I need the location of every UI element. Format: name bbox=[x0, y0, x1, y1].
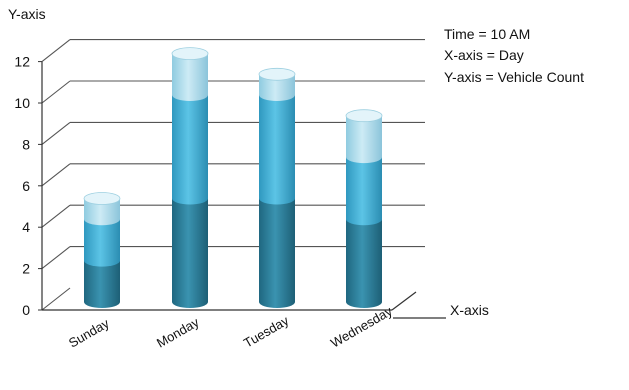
bars bbox=[83, 47, 383, 308]
bar-segment bbox=[84, 260, 120, 308]
bar-top-cap bbox=[345, 109, 383, 123]
bar-sunday bbox=[83, 192, 121, 308]
annotation-y-axis: Y-axis = Vehicle Count bbox=[444, 69, 584, 85]
gridline bbox=[41, 287, 71, 311]
gridline bbox=[41, 80, 425, 104]
gridlines bbox=[41, 39, 425, 311]
bar-segment bbox=[346, 219, 382, 308]
bar-segment bbox=[172, 198, 208, 308]
bar-top-cap bbox=[83, 192, 121, 205]
bar-segment bbox=[259, 198, 295, 308]
bar-segment bbox=[346, 157, 382, 226]
bar-segment bbox=[346, 115, 382, 164]
x-axis-title: X-axis bbox=[450, 302, 489, 318]
bar-segment bbox=[172, 95, 208, 205]
gridline bbox=[41, 39, 425, 63]
y-tick-label: 2 bbox=[22, 261, 30, 277]
annotation-x-axis: X-axis = Day bbox=[444, 47, 524, 63]
bar-monday bbox=[171, 47, 209, 308]
x-tick-label: Sunday bbox=[66, 315, 112, 350]
y-tick-label: 6 bbox=[22, 178, 30, 194]
bar-segment bbox=[172, 53, 208, 101]
bar-top-cap bbox=[171, 47, 209, 60]
annotation-time: Time = 10 AM bbox=[444, 26, 530, 42]
bar-top-cap bbox=[258, 67, 296, 81]
bar-segment bbox=[259, 95, 295, 205]
y-tick-label: 10 bbox=[14, 95, 30, 111]
y-tick-label: 8 bbox=[22, 136, 30, 152]
x-tick-label: Monday bbox=[154, 314, 202, 350]
bar-segment bbox=[84, 198, 120, 226]
bar-segment bbox=[84, 219, 120, 267]
y-tick-label: 0 bbox=[22, 302, 30, 318]
y-tick-label: 12 bbox=[14, 54, 30, 70]
y-tick-labels: 0 2 4 6 8 10 12 bbox=[14, 54, 30, 318]
bar-tuesday bbox=[258, 67, 296, 308]
bar-wednesday bbox=[345, 109, 383, 308]
floor-edge bbox=[391, 291, 417, 311]
y-axis-title: Y-axis bbox=[8, 6, 46, 22]
bar-segment bbox=[259, 74, 295, 101]
x-tick-label: Tuesday bbox=[241, 313, 292, 351]
y-tick-label: 4 bbox=[22, 219, 30, 235]
axes bbox=[38, 61, 446, 319]
